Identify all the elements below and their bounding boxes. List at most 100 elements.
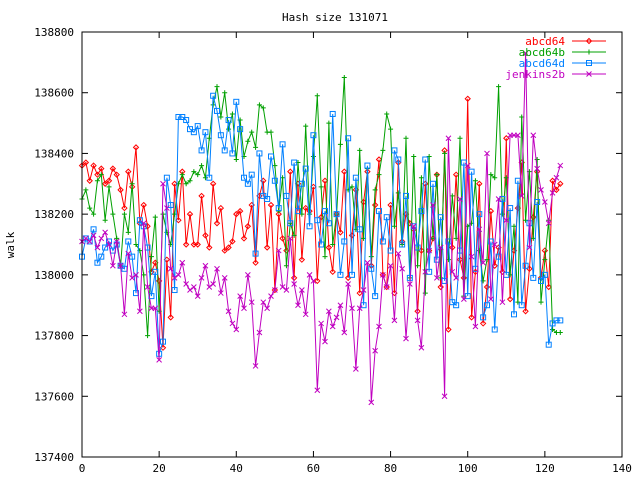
data-point-abcd64b [330,242,336,247]
data-point-abcd64d [125,238,132,245]
data-point-abcd64 [194,241,201,248]
data-point-abcd64d [136,217,143,224]
data-point-abcd64b [110,211,116,217]
data-point-abcd64d [302,165,309,172]
data-point-abcd64d [484,302,490,309]
data-point-abcd64d [86,238,93,245]
data-point-abcd64b [91,211,97,217]
data-point-abcd64b [199,163,205,169]
axis-ticks: 137400 137600 137800 138000 138200 138400 1386… [34,26,632,475]
data-point-abcd64d [399,241,406,248]
data-point-abcd64b [349,184,355,190]
data-point-jenkins2b [407,281,413,287]
data-point-abcd64b [538,299,544,305]
data-point-abcd64 [479,320,487,327]
data-point-abcd64d [314,217,321,224]
data-point-jenkins2b [233,326,240,333]
data-point-jenkins2b [171,275,178,281]
data-point-jenkins2b [210,281,216,287]
data-point-abcd64d [98,253,105,260]
data-point-abcd64 [171,180,178,187]
x-tick-label: 40 [230,462,243,475]
data-point-abcd64 [321,177,329,184]
data-point-jenkins2b [472,323,479,330]
data-point-jenkins2b [391,317,398,324]
data-point-jenkins2b [476,226,483,233]
data-point-jenkins2b [102,229,108,236]
data-point-abcd64d [283,192,290,199]
data-point-abcd64b [341,75,347,81]
data-point-abcd64 [476,180,483,187]
data-point-abcd64b [214,84,220,90]
data-point-abcd64b [191,169,197,175]
data-point-abcd64 [206,244,213,251]
data-point-jenkins2b [264,305,270,312]
data-point-jenkins2b [534,165,540,172]
legend-marker-abcd64 [585,37,593,45]
data-point-jenkins2b [430,202,436,208]
data-point-abcd64b [229,111,235,117]
data-point-abcd64b [426,153,432,159]
data-point-abcd64d [268,153,274,160]
data-point-abcd64d [129,253,136,260]
data-point-abcd64b [87,205,93,211]
data-point-abcd64 [279,235,286,242]
data-point-abcd64 [90,162,97,169]
data-point-abcd64 [125,168,132,175]
data-point-abcd64d [210,92,217,99]
data-point-abcd64b [322,254,328,260]
data-point-abcd64 [337,229,344,236]
data-point-abcd64d [229,150,236,157]
data-point-jenkins2b [252,363,259,369]
data-point-abcd64b [245,138,251,144]
data-point-jenkins2b [191,284,197,290]
data-point-abcd64b [233,157,239,162]
data-point-abcd64d [545,341,552,348]
data-point-jenkins2b [272,287,278,293]
data-point-abcd64b [372,187,378,193]
data-point-jenkins2b [461,296,467,302]
data-point-abcd64b [511,223,517,229]
data-point-jenkins2b [356,305,363,312]
data-point-jenkins2b [229,320,236,327]
data-point-jenkins2b [515,132,521,139]
x-tick-label: 120 [535,462,555,475]
data-point-jenkins2b [488,296,494,302]
data-point-abcd64b [253,144,259,150]
x-tick-label: 140 [612,462,632,475]
data-point-abcd64d [190,129,197,136]
series-jenkins2b [79,50,564,406]
series-layer [78,50,564,406]
data-point-abcd64b [299,211,305,217]
data-point-jenkins2b [395,250,402,257]
data-point-abcd64b [496,84,502,90]
data-point-jenkins2b [553,174,560,181]
data-point-abcd64b [318,184,324,190]
data-point-jenkins2b [256,329,263,336]
data-point-abcd64d [376,208,382,215]
data-point-abcd64d [214,107,220,114]
data-point-jenkins2b [225,308,232,315]
data-point-abcd64d [333,211,340,218]
data-point-jenkins2b [125,250,132,257]
data-point-jenkins2b [194,293,201,299]
data-point-jenkins2b [403,335,409,342]
legend-label-abcd64: abcd64 [525,35,565,48]
data-point-jenkins2b [275,247,282,254]
data-point-abcd64b [276,208,282,214]
data-point-jenkins2b [245,272,251,278]
data-point-jenkins2b [349,305,355,312]
y-tick-label: 138400 [34,147,74,160]
data-point-abcd64 [541,247,549,254]
data-point-jenkins2b [368,399,375,406]
data-point-abcd64 [275,210,282,218]
data-point-abcd64d [279,141,286,148]
data-point-abcd64 [341,168,348,175]
data-point-abcd64b [222,90,228,96]
data-point-abcd64 [82,159,90,166]
data-point-abcd64b [195,172,201,178]
data-point-abcd64d [464,293,471,300]
data-point-jenkins2b [214,265,220,272]
data-point-abcd64 [383,283,390,291]
data-point-abcd64 [113,171,120,178]
